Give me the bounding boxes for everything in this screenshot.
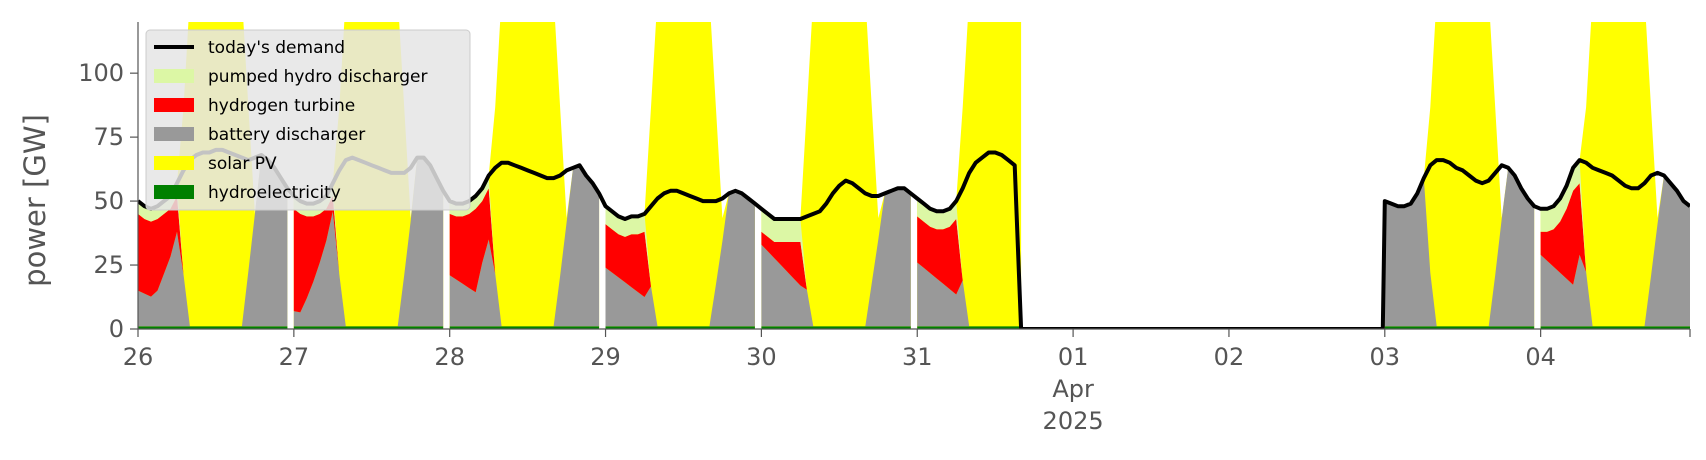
x-tick-label: 30	[746, 343, 777, 371]
legend-swatch	[154, 69, 194, 83]
hydrogen-turbine-area-day-8	[1540, 175, 1690, 327]
legend-swatch	[154, 127, 194, 141]
battery-discharger-area-day-3	[449, 165, 600, 327]
x-tick-label: 31	[902, 343, 933, 371]
x-tick-label: 27	[279, 343, 310, 371]
legend-label: solar PV	[208, 154, 277, 174]
y-tick-label: 50	[93, 187, 124, 215]
legend: today's demand pumped hydro discharger hyd…	[145, 29, 471, 211]
x-tick-label: 04	[1525, 343, 1556, 371]
x-secondary-label: 2025	[1043, 407, 1104, 435]
y-tick-label: 100	[78, 59, 124, 87]
battery-discharger-area-day-8	[1540, 175, 1690, 327]
hydroelectricity-area-day-4	[605, 326, 755, 329]
legend-label: hydrogen turbine	[208, 96, 355, 116]
y-tick-label: 0	[109, 315, 124, 343]
hydroelectricity-area-day-8	[1540, 326, 1690, 329]
battery-discharger-area-day-6	[917, 262, 1022, 327]
hydroelectricity-area-day-2	[293, 326, 444, 329]
x-tick-label: 28	[434, 343, 465, 371]
legend-label: battery discharger	[208, 125, 365, 145]
pumped-hydro-area-day-4	[605, 190, 755, 327]
x-tick-label: 01	[1058, 343, 1089, 371]
hydroelectricity-area-day-3	[449, 326, 600, 329]
hydroelectricity-area-day-6	[917, 326, 1022, 329]
legend-swatch	[154, 185, 194, 199]
hydroelectricity-area-day-5	[761, 326, 911, 329]
x-tick-label: 26	[123, 343, 154, 371]
legend-swatch	[154, 156, 194, 170]
pumped-hydro-area-day-6	[917, 198, 1022, 327]
legend-label: hydroelectricity	[208, 183, 341, 203]
x-tick-label: 03	[1370, 343, 1401, 371]
hydrogen-turbine-area-day-5	[761, 188, 911, 327]
y-tick-label: 25	[93, 251, 124, 279]
x-tick-label: 29	[590, 343, 621, 371]
hydroelectricity-area-day-1	[138, 326, 288, 329]
battery-discharger-area-day-7	[1384, 167, 1535, 327]
battery-discharger-area-day-5	[761, 188, 911, 327]
hydrogen-turbine-area-day-1	[138, 155, 288, 327]
x-secondary-label: Apr	[1052, 375, 1094, 403]
x-tick-label: 02	[1214, 343, 1245, 371]
pumped-hydro-area-day-5	[761, 188, 911, 327]
battery-discharger-area-day-4	[605, 190, 755, 327]
hydroelectricity-area-day-7	[1384, 326, 1535, 329]
legend-box	[145, 29, 471, 211]
y-axis-title: power [GW]	[18, 114, 52, 287]
axes: 0 25 50 75 100 power [GW] 26 27 28 29 30 31 01 02 03 04…	[18, 22, 1691, 435]
y-tick-label: 75	[93, 123, 124, 151]
legend-label: pumped hydro discharger	[208, 67, 427, 87]
battery-discharger-area-day-2	[293, 157, 444, 327]
hydrogen-turbine-area-day-4	[605, 190, 755, 327]
hydrogen-turbine-area-day-3	[449, 165, 600, 327]
battery-discharger-area-day-1	[138, 155, 288, 327]
hydrogen-turbine-area-day-6	[917, 216, 1022, 327]
legend-label: today's demand	[208, 38, 345, 58]
legend-swatch	[154, 98, 194, 112]
